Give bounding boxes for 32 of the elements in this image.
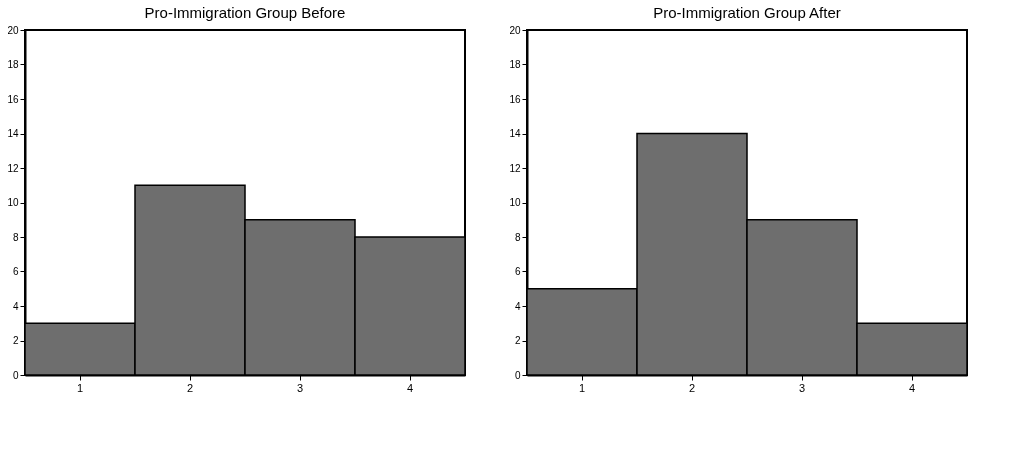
y-tick-label: 4 <box>12 300 19 312</box>
y-tick-label: 4 <box>514 300 521 312</box>
x-tick-label: 1 <box>76 381 84 394</box>
y-tick-label: 12 <box>509 162 521 174</box>
y-tick-label: 16 <box>7 93 19 105</box>
chart-title: Pro-Immigration Group Before <box>144 4 346 21</box>
y-tick-label: 6 <box>514 266 521 277</box>
x-tick-label: 2 <box>186 381 194 394</box>
y-tick-label: 20 <box>7 24 19 36</box>
x-tick-label: 3 <box>798 381 806 394</box>
x-tick-label: 3 <box>296 381 304 394</box>
y-tick-label: 6 <box>12 266 19 277</box>
y-tick-label: 20 <box>509 24 521 36</box>
y-tick-label: 8 <box>12 231 19 243</box>
y-tick-label: 10 <box>509 197 521 208</box>
y-tick-label: 12 <box>7 162 19 174</box>
x-tick-label: 2 <box>688 381 696 394</box>
x-tick-label: 4 <box>406 381 414 394</box>
chart-title: Pro-Immigration Group After <box>653 4 841 21</box>
y-tick-label: 0 <box>514 369 521 381</box>
y-tick-label: 8 <box>514 231 521 243</box>
y-tick-label: 2 <box>514 335 521 346</box>
y-tick-label: 16 <box>509 93 521 105</box>
y-tick-label: 0 <box>12 369 19 381</box>
y-tick-label: 18 <box>509 59 521 70</box>
y-tick-label: 10 <box>7 197 19 208</box>
x-tick-label: 4 <box>908 381 916 394</box>
y-tick-label: 14 <box>509 128 521 139</box>
x-tick-label: 1 <box>578 381 586 394</box>
y-tick-label: 2 <box>12 335 19 346</box>
y-tick-label: 18 <box>7 59 19 70</box>
y-tick-label: 14 <box>7 128 19 139</box>
